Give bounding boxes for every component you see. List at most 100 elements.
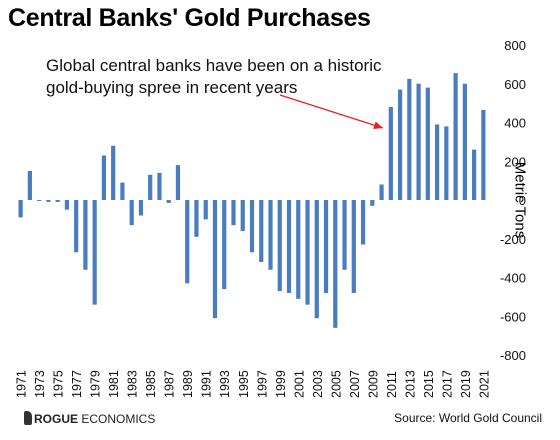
bar-2012 <box>397 89 403 200</box>
bar-2010 <box>379 184 384 200</box>
x-tick-label: 2005 <box>329 370 343 398</box>
bar-1993 <box>222 200 227 290</box>
y-tick-label: -600 <box>500 309 526 324</box>
x-tick-label: 2001 <box>292 370 306 398</box>
bar-1971 <box>18 200 23 218</box>
bar-2017 <box>444 126 449 201</box>
bar-1973 <box>37 200 42 201</box>
bar-1998 <box>268 200 273 270</box>
bar-2004 <box>323 200 329 293</box>
x-tick-label: 1991 <box>200 370 214 398</box>
bar-2003 <box>314 200 319 319</box>
bar-2018 <box>453 73 458 200</box>
chart-title: Central Banks' Gold Purchases <box>8 4 371 32</box>
bar-1997 <box>259 200 264 262</box>
annotation-arrow <box>279 94 384 129</box>
x-tick-label: 2009 <box>366 370 380 398</box>
x-tick-label: 1971 <box>15 370 29 398</box>
bar-1974 <box>46 200 51 202</box>
bar-2013 <box>407 78 412 200</box>
bar-1984 <box>138 200 144 216</box>
bar-1990 <box>194 200 199 237</box>
bar-1981 <box>111 145 116 200</box>
brand-name-rest: ECONOMICS <box>78 412 156 426</box>
x-tick-label: 2015 <box>422 370 436 398</box>
bar-1986 <box>157 172 162 201</box>
brand-name-bold: ROGUE <box>34 412 79 426</box>
bar-2008 <box>360 200 366 245</box>
x-tick-label: 2019 <box>459 370 473 398</box>
x-tick-label: 1985 <box>144 370 158 398</box>
y-tick-label: -800 <box>500 348 526 363</box>
bar-1979 <box>92 200 97 305</box>
x-tick-label: 1981 <box>107 370 121 398</box>
x-tick-label: 1987 <box>163 370 177 398</box>
y-tick-label: 0 <box>519 193 526 208</box>
bar-2002 <box>305 200 310 305</box>
bar-2007 <box>351 200 356 293</box>
x-tick-label: 1973 <box>33 370 47 398</box>
bar-2019 <box>462 83 467 200</box>
bar-1977 <box>74 200 79 253</box>
x-tick-label: 2003 <box>311 370 325 398</box>
x-tick-label: 2007 <box>348 370 362 398</box>
bar-2014 <box>416 83 421 200</box>
bar-1988 <box>175 165 181 201</box>
bar-1992 <box>212 200 218 319</box>
bar-1975 <box>55 200 60 202</box>
y-tick-label: 400 <box>504 116 526 131</box>
y-axis-label: Metric Tons <box>511 161 529 239</box>
x-tick-label: 2011 <box>385 371 399 398</box>
bar-2009 <box>370 200 375 206</box>
bars-group <box>18 73 486 328</box>
x-tick-label: 1977 <box>70 370 84 398</box>
bar-1980 <box>101 155 107 200</box>
y-axis-ticks: 800 600 400 200 0 -200 -400 -600 -800 <box>500 38 526 363</box>
bar-2006 <box>342 200 347 270</box>
brand-logo-icon <box>24 411 32 425</box>
y-tick-label: -400 <box>500 271 526 286</box>
bar-2000 <box>286 200 292 293</box>
x-tick-label: 2013 <box>403 370 417 398</box>
x-tick-label: 2021 <box>477 370 491 398</box>
x-tick-label: 1989 <box>181 370 195 398</box>
bar-1991 <box>203 200 208 220</box>
annotation-arrowhead <box>373 121 383 130</box>
bar-1996 <box>249 200 255 253</box>
x-axis-ticks: 1971 1973 1975 1977 1979 1981 1983 1985 1987 1989… <box>15 370 492 398</box>
y-tick-label: 200 <box>504 154 526 169</box>
y-tick-label: 800 <box>504 38 526 53</box>
bar-1989 <box>185 200 190 284</box>
bar-1978 <box>83 200 88 270</box>
chart-annotation: Global central banks have been on a hist… <box>46 56 382 97</box>
y-tick-label: -200 <box>500 232 526 247</box>
x-tick-label: 2017 <box>440 370 454 398</box>
bar-2015 <box>425 87 430 201</box>
bar-2005 <box>333 200 338 328</box>
bar-1972 <box>27 170 32 200</box>
x-tick-label: 1997 <box>255 370 269 398</box>
y-tick-label: 600 <box>504 77 526 92</box>
x-tick-label: 1993 <box>218 370 232 398</box>
bar-1982 <box>120 182 125 200</box>
x-tick-label: 1983 <box>126 370 140 398</box>
x-tick-label: 1979 <box>89 370 103 398</box>
bar-1994 <box>231 200 236 226</box>
x-tick-label: 1975 <box>52 370 66 398</box>
bar-1985 <box>148 174 153 200</box>
x-tick-label: 1999 <box>274 370 288 398</box>
brand-name: ROGUE ECONOMICS <box>34 412 155 426</box>
bar-1995 <box>240 200 245 231</box>
bar-2011 <box>388 107 393 200</box>
bar-2020 <box>472 149 477 201</box>
bar-1976 <box>64 200 69 210</box>
bar-1999 <box>277 200 282 292</box>
bar-1987 <box>166 200 171 203</box>
x-tick-label: 1995 <box>237 370 251 398</box>
bar-2001 <box>296 200 301 299</box>
bar-2021 <box>481 109 486 200</box>
bar-1983 <box>129 200 134 226</box>
bar-2016 <box>435 124 440 200</box>
source-note: Source: World Gold Council <box>394 411 542 425</box>
